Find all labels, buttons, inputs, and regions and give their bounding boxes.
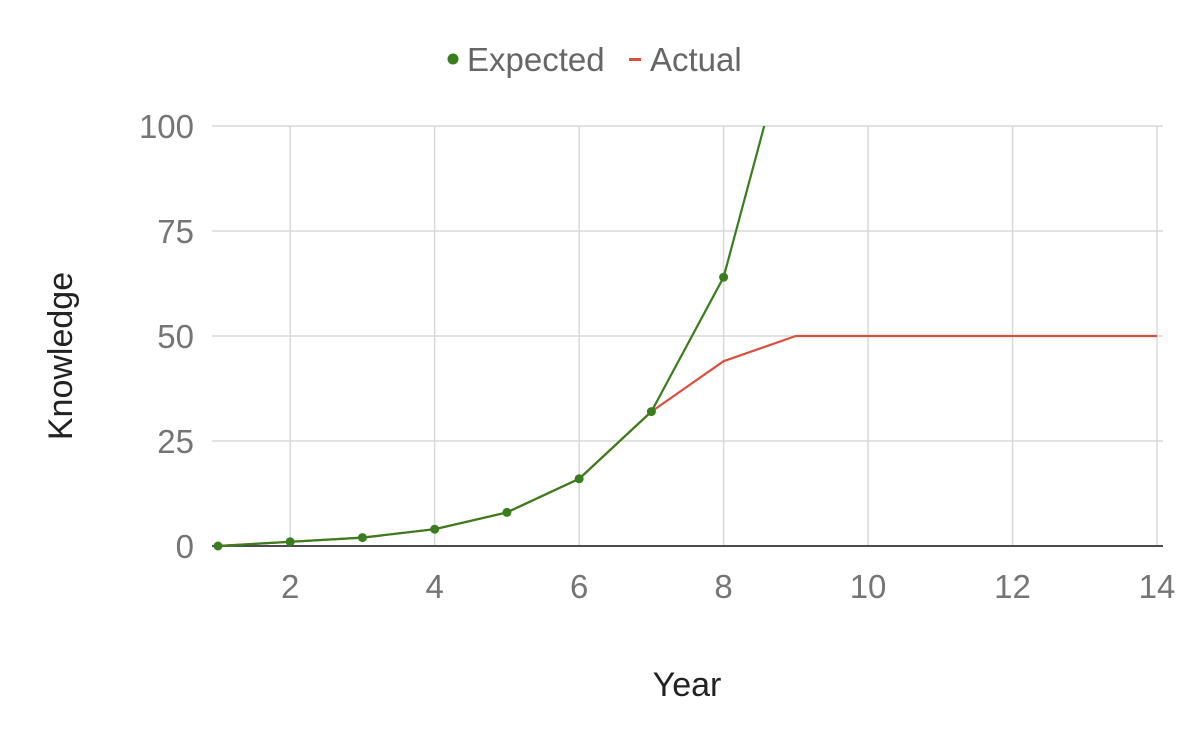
data-point-expected	[646, 407, 656, 417]
grid	[212, 125, 1163, 546]
legend-label-actual: Actual	[650, 41, 742, 78]
data-point-expected	[574, 474, 584, 484]
y-tick-label: 0	[176, 528, 194, 565]
data-point-expected	[357, 533, 367, 543]
x-tick-label: 14	[1139, 568, 1176, 605]
data-point-expected	[285, 537, 295, 547]
data-point-expected	[430, 524, 440, 534]
x-tick-label: 12	[994, 568, 1031, 605]
data-point-expected	[719, 272, 729, 282]
x-tick-label: 2	[281, 568, 299, 605]
y-axis-title: Knowledge	[42, 272, 80, 440]
y-tick-label: 25	[157, 423, 194, 460]
x-tick-label: 10	[850, 568, 887, 605]
series-line-expected	[217, 126, 766, 548]
x-tick-label: 8	[714, 568, 732, 605]
x-tick-label: 6	[570, 568, 588, 605]
x-axis-title: Year	[653, 666, 722, 704]
legend-marker-actual	[629, 58, 641, 61]
legend-label-expected: Expected	[467, 41, 605, 78]
y-tick-label: 100	[139, 108, 194, 145]
legend: Expected Actual	[447, 41, 742, 78]
x-tick-label: 4	[426, 568, 444, 605]
y-tick-label: 75	[157, 213, 194, 250]
data-point-expected	[213, 541, 223, 551]
legend-marker-expected	[447, 53, 459, 65]
series	[213, 4, 1157, 551]
data-point-expected	[791, 4, 800, 13]
axes: 0 25 50 75 100 2 4 6 8 10 12 14	[139, 108, 1175, 605]
y-tick-label: 50	[157, 318, 194, 355]
data-point-expected	[502, 507, 512, 517]
